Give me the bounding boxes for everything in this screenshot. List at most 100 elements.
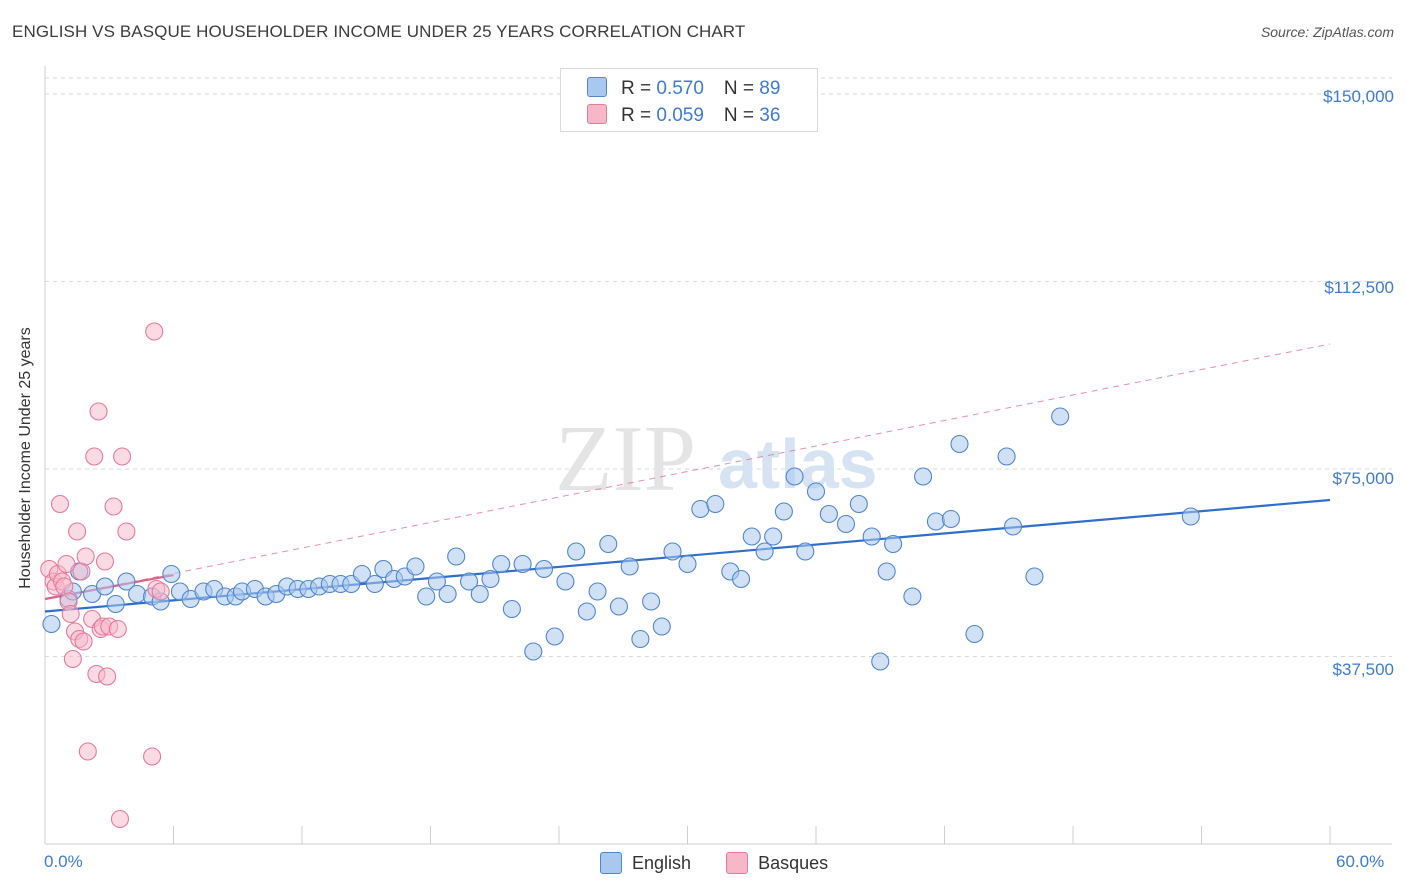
legend-row-basques: R = 0.059 N = 36 xyxy=(587,104,780,126)
basques-point-27 xyxy=(104,497,123,516)
english-point-71 xyxy=(819,504,838,524)
english-n-label: N = xyxy=(723,78,760,99)
english-point-35 xyxy=(417,587,436,606)
basques-point-32 xyxy=(143,747,162,766)
english-swatch xyxy=(587,77,607,97)
english-point-67 xyxy=(774,502,793,521)
english-point-52 xyxy=(599,534,618,554)
basques-point-17 xyxy=(78,742,97,761)
x-tick-marks xyxy=(44,826,1331,844)
basques-swatch xyxy=(587,104,607,124)
english-point-66 xyxy=(764,527,783,546)
basques-point-21 xyxy=(89,402,108,421)
english-point-5 xyxy=(95,577,115,596)
english-point-82 xyxy=(950,434,969,454)
basques-point-4 xyxy=(50,494,70,514)
legend-row-english: R = 0.570 N = 89 xyxy=(587,77,780,99)
english-point-81 xyxy=(941,509,960,529)
english-point-68 xyxy=(785,467,804,486)
basques-point-10 xyxy=(63,649,82,669)
english-point-72 xyxy=(836,514,856,534)
english-point-84 xyxy=(997,447,1016,466)
english-point-79 xyxy=(914,467,933,486)
english-point-51 xyxy=(588,582,607,601)
y-tick-label-150000: $150,000 xyxy=(1323,87,1394,106)
english-point-29 xyxy=(352,564,372,584)
legend-basques-swatch xyxy=(726,852,749,874)
english-point-47 xyxy=(545,627,564,646)
basques-r-label: R = xyxy=(621,105,657,126)
english-point-39 xyxy=(459,572,479,591)
basques-point-25 xyxy=(98,667,117,686)
english-point-58 xyxy=(663,542,682,561)
basques-point-7 xyxy=(57,554,76,574)
english-point-50 xyxy=(577,602,596,621)
basques-point-9 xyxy=(61,604,80,624)
english-point-87 xyxy=(1051,407,1070,426)
basques-trend-extended xyxy=(44,343,1331,600)
english-point-6 xyxy=(106,594,125,614)
english-point-8 xyxy=(128,584,147,604)
y-tick-label-75000: $75,000 xyxy=(1332,469,1394,488)
english-point-85 xyxy=(1003,517,1023,536)
basques-r-value: 0.059 xyxy=(656,105,704,126)
basques-point-29 xyxy=(110,809,130,829)
basques-point-24 xyxy=(95,552,115,571)
english-r-value: 0.570 xyxy=(656,78,704,99)
basques-point-19 xyxy=(85,447,104,466)
english-point-70 xyxy=(806,482,826,501)
english-point-76 xyxy=(877,562,896,581)
x-tick-label-max: 60.0% xyxy=(1336,852,1385,871)
english-point-80 xyxy=(926,512,945,531)
english-point-38 xyxy=(447,547,466,566)
english-point-48 xyxy=(556,572,575,591)
english-point-74 xyxy=(862,527,881,546)
english-point-34 xyxy=(406,557,425,576)
basques-point-14 xyxy=(72,562,91,581)
source-label: Source: ZipAtlas.com xyxy=(1260,24,1394,40)
basques-n-label: N = xyxy=(723,105,760,126)
english-point-86 xyxy=(1025,567,1044,586)
english-point-63 xyxy=(731,569,751,589)
series-legend: English Basques xyxy=(600,852,858,879)
english-point-42 xyxy=(492,554,511,574)
english-point-43 xyxy=(502,599,521,619)
english-point-11 xyxy=(162,564,181,584)
basques-point-6 xyxy=(55,577,74,596)
english-r-label: R = xyxy=(621,78,657,99)
english-point-77 xyxy=(884,534,903,554)
english-point-88 xyxy=(1181,507,1200,526)
legend-english-label: English xyxy=(632,852,692,873)
basques-point-12 xyxy=(68,522,87,541)
english-point-7 xyxy=(117,572,136,591)
chart-title: ENGLISH VS BASQUE HOUSEHOLDER INCOME UND… xyxy=(12,22,746,41)
english-point-54 xyxy=(620,557,639,576)
english-point-61 xyxy=(706,494,725,514)
english-point-44 xyxy=(513,554,532,574)
english-point-36 xyxy=(427,572,446,591)
english-point-83 xyxy=(965,624,984,644)
english-point-78 xyxy=(903,587,922,606)
english-point-49 xyxy=(567,542,586,561)
watermark-atlas: atlas xyxy=(718,425,878,503)
english-point-41 xyxy=(481,569,500,589)
english-point-37 xyxy=(438,584,457,604)
english-point-73 xyxy=(849,494,868,514)
basques-point-33 xyxy=(145,322,164,341)
english-point-30 xyxy=(365,574,384,594)
basques-n-value: 36 xyxy=(759,105,781,126)
axes xyxy=(44,66,1392,845)
basques-point-28 xyxy=(108,619,127,639)
watermark-zip: ZIP xyxy=(555,407,696,511)
gridlines xyxy=(45,77,1392,657)
english-point-55 xyxy=(631,629,650,649)
english-point-75 xyxy=(871,652,890,671)
english-point-45 xyxy=(524,642,543,661)
english-point-65 xyxy=(755,542,774,561)
basques-point-31 xyxy=(117,522,136,541)
correlation-legend: R = 0.570 N = 89 R = 0.059 N = 36 xyxy=(560,68,818,132)
basques-point-35 xyxy=(151,582,170,601)
basques-point-15 xyxy=(74,632,93,651)
english-point-60 xyxy=(691,499,710,519)
